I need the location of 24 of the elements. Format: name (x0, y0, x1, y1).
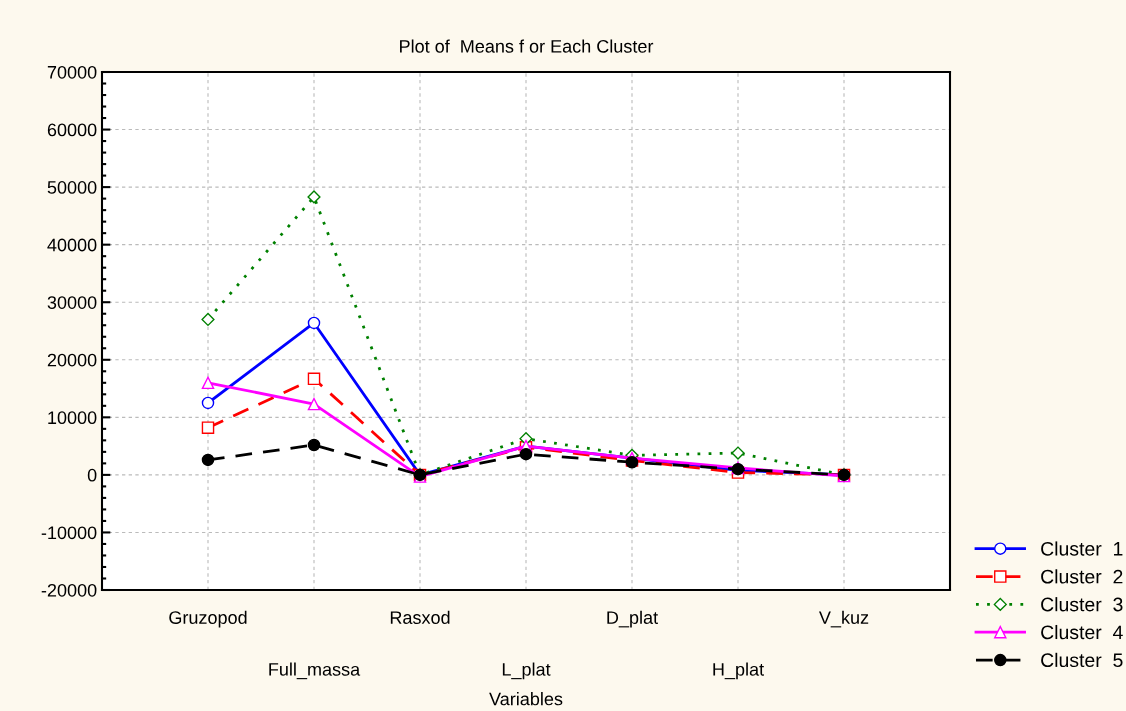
y-tick-label: 20000 (47, 353, 97, 367)
y-tick-label: 60000 (47, 123, 97, 137)
x-tick-label: V_kuz (818, 610, 869, 628)
x-tick-label: Rasxod (390, 610, 450, 624)
x-tick-label: H_plat (713, 662, 764, 680)
y-tick-label: 40000 (47, 238, 97, 252)
x-tick-label: D_plat (607, 610, 658, 628)
y-tick-label: -10000 (41, 526, 97, 540)
y-tick-label: 30000 (47, 296, 97, 309)
legend-label: Cluster 3 (1041, 597, 1123, 612)
legend-label: Cluster 5 (1041, 652, 1123, 668)
x-tick-label: L_plat (502, 662, 551, 680)
x-tick-label: Full_massa (269, 662, 361, 680)
legend-label: Cluster 1 (1041, 541, 1123, 556)
legend-label: Cluster 2 (1041, 569, 1123, 584)
x-axis-title: Variables (489, 692, 563, 706)
y-tick-label: 0 (87, 468, 97, 482)
y-tick-label: 70000 (47, 65, 97, 79)
legend-label: Cluster 4 (1041, 624, 1123, 640)
x-tick-label: Gruzopod (169, 610, 247, 628)
y-tick-label: 10000 (48, 411, 97, 425)
y-tick-label: 50000 (47, 181, 97, 194)
chart-title: Plot of Means f or Each Cluster (400, 39, 654, 53)
y-tick-label: -20000 (41, 583, 97, 597)
